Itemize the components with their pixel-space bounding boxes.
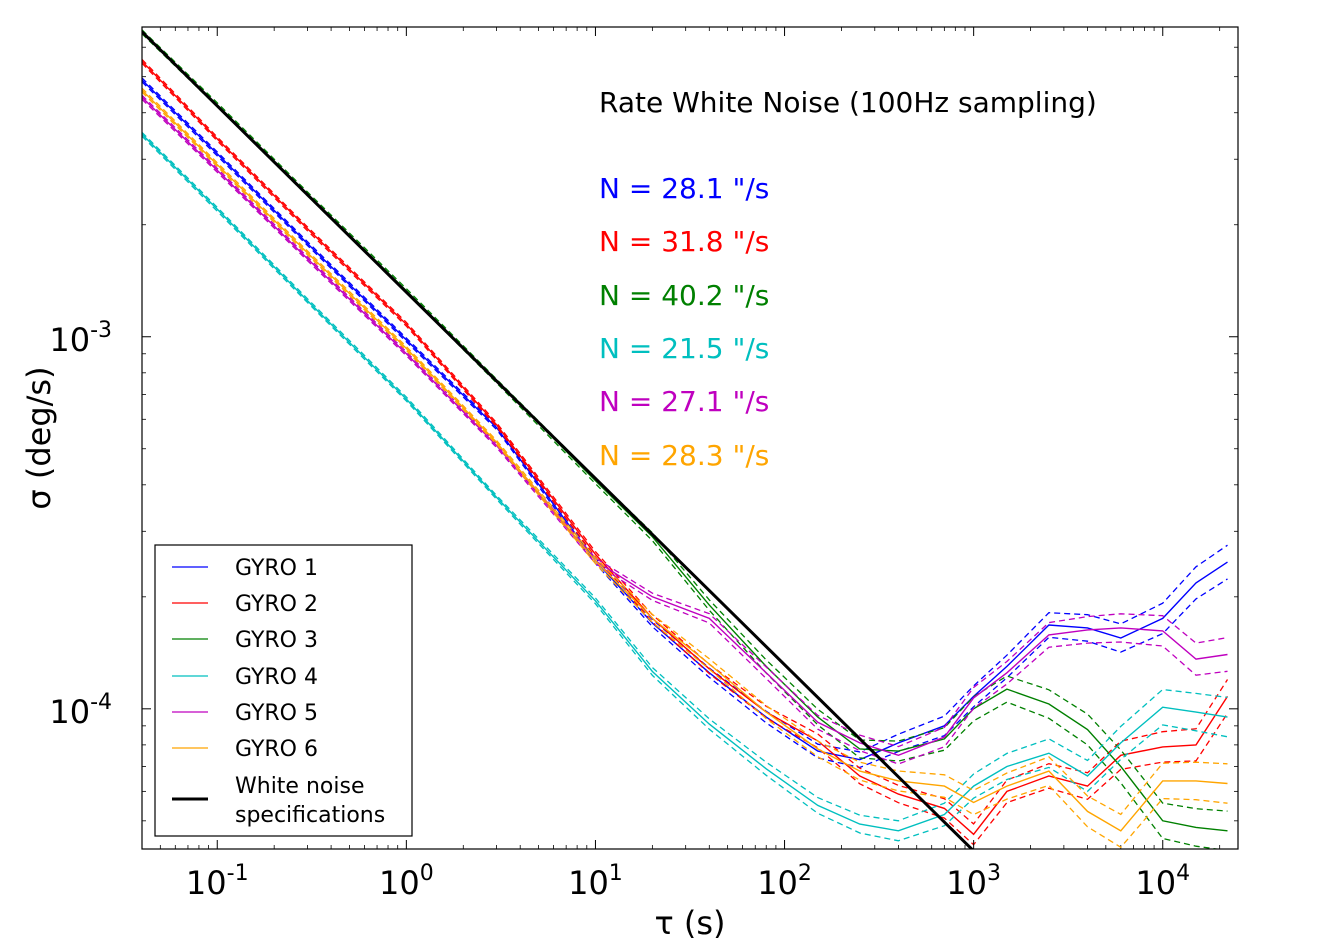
series-white-noise-specifications-line [142, 30, 974, 849]
legend-label-gyro-1: GYRO 1 [235, 556, 318, 581]
legend-label-gyro-2: GYRO 2 [235, 592, 318, 617]
noise-value-gyro-5: N = 27.1 "/s [599, 385, 769, 418]
series-gyro-5-line [142, 96, 1228, 757]
x-tick-label: 102 [757, 861, 812, 902]
noise-value-gyro-6: N = 28.3 "/s [599, 439, 769, 472]
series-gyro-5-lower-bound [142, 98, 1228, 765]
annotation-title: Rate White Noise (100Hz sampling) [599, 86, 1097, 119]
legend-frame [154, 544, 413, 837]
plot-area-frame [141, 26, 1239, 850]
legend-label-gyro-6: GYRO 6 [235, 737, 318, 762]
legend-label-gyro-3: GYRO 3 [235, 628, 318, 653]
series-gyro-6-upper-bound [142, 87, 1228, 816]
series-gyro-2-upper-bound [142, 58, 1229, 825]
noise-value-gyro-3: N = 40.2 "/s [599, 279, 769, 312]
legend-label-gyro-5: GYRO 5 [235, 701, 318, 726]
y-axis-label: σ (deg/s) [20, 366, 58, 509]
series-gyro-1-upper-bound [142, 77, 1228, 753]
legend: GYRO 1 GYRO 2 GYRO 3 GYRO 4 GYRO 5 GYRO … [154, 544, 413, 837]
series-gyro-2-lower-bound [142, 62, 1229, 846]
x-axis-label: τ (s) [654, 904, 725, 942]
series-gyro-4-upper-bound [142, 131, 1228, 822]
legend-label-gyro-4: GYRO 4 [235, 665, 318, 690]
noise-value-gyro-4: N = 21.5 "/s [599, 332, 769, 365]
series-gyro-2-line [142, 60, 1229, 836]
legend-label-white-noise-line-1: White noise [235, 774, 364, 799]
noise-value-gyro-1: N = 28.1 "/s [599, 172, 769, 205]
noise-value-gyro-2: N = 31.8 "/s [599, 225, 769, 258]
series-gyro-6-line [142, 89, 1228, 832]
series-gyro-1-line [142, 79, 1228, 761]
minor-tick-group [141, 27, 1238, 849]
legend-label-white-noise-line-2: specifications [235, 803, 385, 828]
series-gyro-4-lower-bound [142, 135, 1228, 842]
series-group [142, 29, 1229, 849]
series-gyro-4-line [142, 133, 1228, 832]
major-tick-group [142, 27, 1238, 849]
series-gyro-6-lower-bound [142, 91, 1228, 849]
